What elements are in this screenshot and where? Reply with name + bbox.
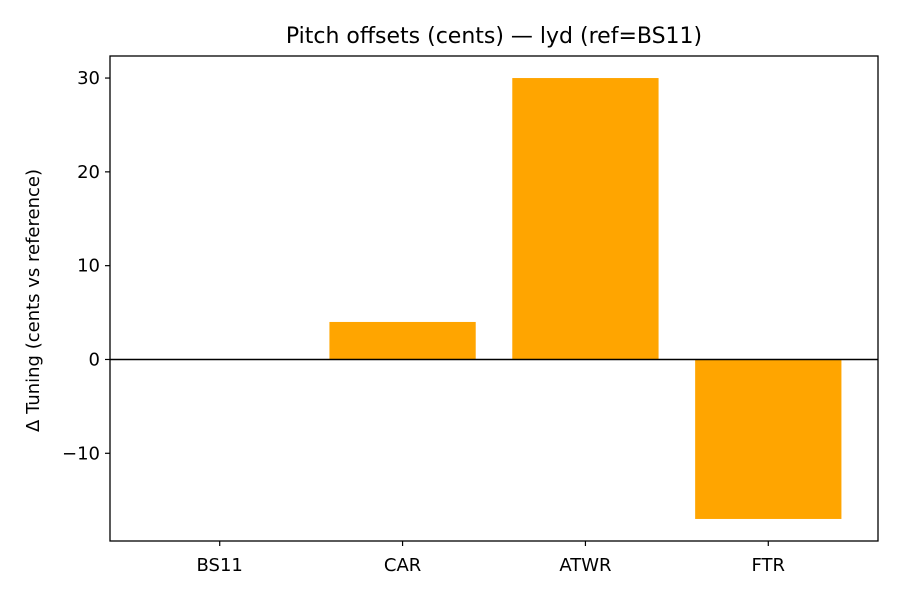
- plot-frame: [109, 55, 879, 542]
- x-tick-label: CAR: [384, 555, 421, 576]
- y-tick-label: 0: [89, 349, 100, 370]
- y-tick-label: −10: [62, 443, 100, 464]
- y-tick-label: 10: [77, 256, 100, 277]
- y-tick-label: 30: [77, 68, 100, 89]
- bar-ftr: [695, 359, 842, 519]
- x-tick-label: FTR: [752, 555, 786, 576]
- chart-title: Pitch offsets (cents) — lyd (ref=BS11): [286, 24, 702, 49]
- bar-car: [329, 321, 476, 360]
- ticks-layer: BS11 CAR ATWR FTR −10 0 10 20 30: [62, 68, 785, 576]
- x-tick-label: BS11: [197, 555, 243, 576]
- y-axis-label: Δ Tuning (cents vs reference): [23, 169, 44, 432]
- y-tick-label: 20: [77, 162, 100, 183]
- bars-layer: [329, 78, 842, 519]
- x-tick-label: ATWR: [559, 555, 611, 576]
- bar-atwr: [512, 78, 659, 360]
